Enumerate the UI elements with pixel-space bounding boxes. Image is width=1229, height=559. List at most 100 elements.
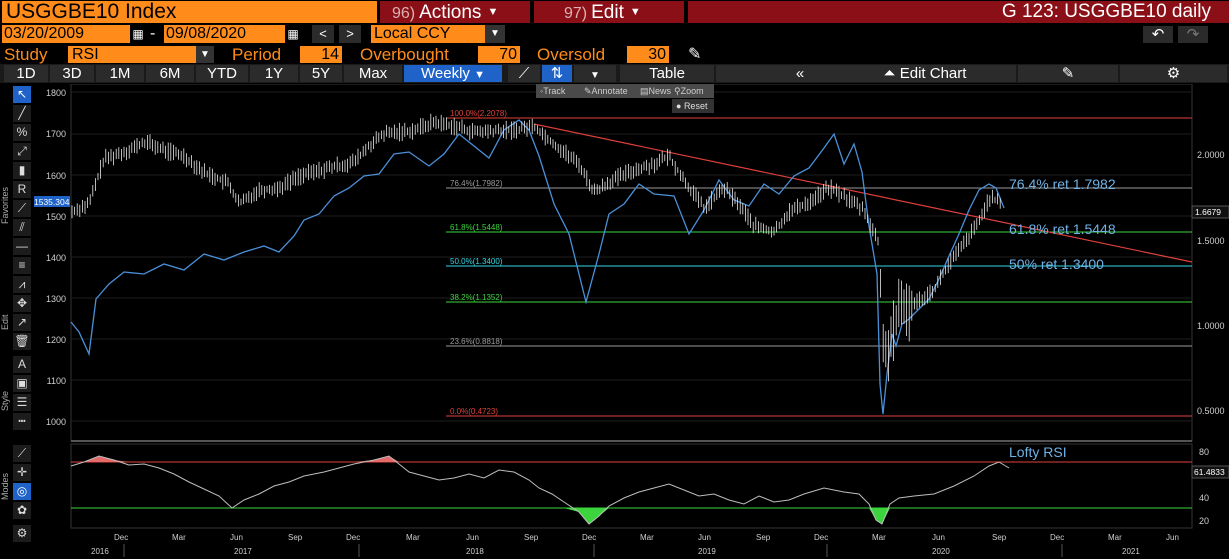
tab-3d[interactable]: 3D [50, 65, 94, 82]
bar-chart-icon[interactable]: ⇅ [542, 65, 572, 82]
rsi-last-value: 61.4833 [1194, 467, 1225, 477]
left-tick: 1200 [46, 335, 66, 345]
chevron-down-icon[interactable]: ▼ [574, 65, 616, 82]
year-tick: 2021 [1122, 547, 1140, 556]
edit-chart-button[interactable]: ⏶ Edit Chart [834, 65, 1016, 82]
reset-button[interactable]: ● Reset [672, 99, 714, 113]
right-tick: 1.0000 [1197, 321, 1225, 331]
rsi-tick: 80 [1199, 447, 1209, 457]
percent-icon[interactable]: % [13, 124, 31, 141]
left-tick: 1400 [46, 253, 66, 263]
year-tick: 2016 [91, 547, 109, 556]
move-icon[interactable]: ✥ [13, 295, 31, 312]
target-icon[interactable]: ◎ [13, 483, 31, 500]
month-tick: Mar [872, 533, 886, 542]
fib-fan-icon[interactable]: ⩘ [13, 276, 31, 293]
left-tick: 1100 [47, 376, 66, 386]
currency-select[interactable]: Local CCY [371, 25, 505, 43]
crosshair-icon[interactable]: ✛ [13, 464, 31, 481]
month-tick: Sep [756, 533, 771, 542]
pointer-icon[interactable]: ↗ [13, 314, 31, 331]
tab-1m[interactable]: 1M [96, 65, 144, 82]
oversold-input[interactable]: 30 [627, 46, 669, 63]
year-tick: 2017 [234, 547, 252, 556]
drawing-toolbar: Favorites Edit Style Modes ↖ ╱ % ⤢ ▮ R ⟋… [0, 84, 34, 559]
font-icon[interactable]: A [13, 356, 31, 373]
dash-icon[interactable]: ┅ [13, 413, 31, 430]
table-button[interactable]: Table [620, 65, 714, 82]
width-icon[interactable]: ☰ [13, 394, 31, 411]
fib-label-618: 61.8%(1.5448) [450, 223, 503, 232]
ticker-field[interactable]: USGGBE10 Index [2, 1, 377, 23]
track-button[interactable]: ◦ Track [540, 86, 566, 96]
rsi-oversold-fill [564, 508, 890, 524]
legend-500: 50% ret 1.3400 [1009, 256, 1104, 272]
fib-levels: 100.0%(2.2078) 76.4%(1.7982) 61.8%(1.544… [446, 109, 1192, 417]
overbought-label: Overbought [360, 45, 449, 64]
calendar-icon[interactable]: ▦ [132, 27, 144, 41]
chevron-down-icon[interactable]: ▼ [485, 25, 505, 43]
legend-618: 61.8% ret 1.5448 [1009, 221, 1116, 237]
trend-line[interactable] [533, 123, 1193, 263]
tab-ytd[interactable]: YTD [196, 65, 248, 82]
period-label: Period [232, 45, 282, 64]
gear-icon[interactable]: ⚙ [1120, 65, 1227, 82]
right-last-tag [1191, 205, 1229, 219]
text-r-icon[interactable]: R [13, 181, 31, 198]
fib-label-000: 0.0%(0.4723) [450, 407, 498, 416]
trend-line-icon[interactable]: ⤢ [13, 143, 31, 160]
chevron-down-icon[interactable]: ▼ [196, 46, 214, 63]
eraser-icon[interactable]: ✎ [1018, 65, 1118, 82]
tab-5y[interactable]: 5Y [300, 65, 342, 82]
actions-menu-button[interactable]: 96) Actions ▼ [380, 1, 530, 23]
frequency-select[interactable]: Weekly ▼ [404, 65, 502, 82]
edit-menu-button[interactable]: 97) Edit ▼ [534, 1, 684, 23]
line-chart-icon[interactable]: ⟋ [508, 65, 540, 82]
fill-icon[interactable]: ▣ [13, 375, 31, 392]
ruler-icon[interactable]: ⟋ [13, 445, 31, 462]
settings-icon[interactable]: ⚙ [13, 525, 31, 542]
calendar-icon[interactable]: ▦ [287, 27, 299, 41]
zoom-label: Zoom [680, 86, 704, 96]
end-date-input[interactable]: 09/08/2020 [164, 25, 285, 43]
news-button[interactable]: ▤ News [640, 86, 672, 96]
previous-period-button[interactable]: < [312, 25, 334, 43]
pencil-icon[interactable]: ✎ [688, 46, 702, 63]
line-icon[interactable]: ╱ [13, 105, 31, 122]
redo-button[interactable]: ↷ [1178, 26, 1208, 43]
bar-icon[interactable]: ▮ [13, 162, 31, 179]
track-label: Track [543, 86, 566, 96]
zoom-button[interactable]: ⚲ Zoom [674, 86, 704, 96]
start-date-input[interactable]: 03/20/2009 [2, 25, 130, 43]
tab-1d[interactable]: 1D [4, 65, 48, 82]
tab-1y[interactable]: 1Y [250, 65, 298, 82]
chart-canvas[interactable]: 100.0%(2.2078) 76.4%(1.7982) 61.8%(1.544… [34, 84, 1229, 559]
left-price-tag [34, 196, 70, 207]
channel-icon[interactable]: ⫽ [13, 219, 31, 236]
period-input[interactable]: 14 [300, 46, 342, 63]
graph-title: G 123: USGGBE10 daily [688, 1, 1229, 23]
month-tick: Jun [230, 533, 243, 542]
chevron-down-icon: ▼ [474, 69, 485, 81]
trash-icon[interactable]: 🗑 [13, 333, 31, 350]
month-tick: Dec [582, 533, 596, 542]
rsi-axis: 80 40 20 [1199, 447, 1209, 526]
overbought-input[interactable]: 70 [478, 46, 520, 63]
cursor-icon[interactable]: ↖ [13, 86, 31, 103]
annotate-button[interactable]: ✎ Annotate [584, 86, 628, 96]
rsi-legend: Lofty RSI [1009, 444, 1067, 460]
left-tick: 1700 [46, 129, 66, 139]
edit-label: Edit [0, 314, 10, 330]
undo-button[interactable]: ↶ [1143, 26, 1173, 43]
tab-6m[interactable]: 6M [146, 65, 194, 82]
hline-icon[interactable]: — [13, 238, 31, 255]
palette-icon[interactable]: ✿ [13, 502, 31, 519]
ray-icon[interactable]: ⟋ [13, 200, 31, 217]
study-select[interactable]: RSI [68, 46, 196, 63]
month-tick: Mar [172, 533, 186, 542]
fib-icon[interactable]: ≡ [13, 257, 31, 274]
next-period-button[interactable]: > [339, 25, 361, 43]
annotate-label: Annotate [591, 86, 628, 96]
tab-max[interactable]: Max [344, 65, 402, 82]
news-label: News [648, 86, 672, 96]
